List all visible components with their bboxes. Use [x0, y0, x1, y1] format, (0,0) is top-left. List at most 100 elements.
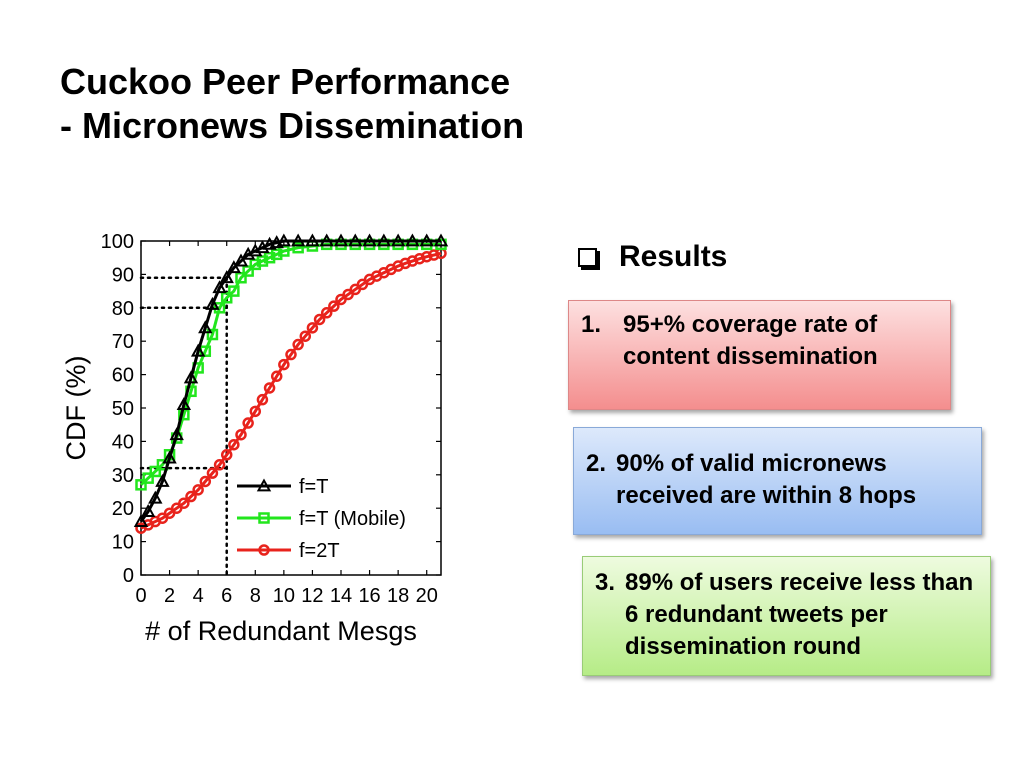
legend-swatch-marker: [258, 512, 270, 524]
result-text: 90% of valid micronews received are with…: [616, 450, 917, 509]
data-point: [233, 253, 249, 267]
data-point: [242, 265, 254, 277]
data-point: [278, 245, 290, 257]
data-point: [390, 233, 406, 247]
data-point: [306, 322, 319, 334]
data-point: [292, 241, 304, 254]
slide-title: Cuckoo Peer Performance - Micronews Diss…: [60, 60, 524, 148]
results-heading-text: Results: [619, 240, 728, 273]
data-point: [199, 475, 212, 488]
legend-swatch-marker: [256, 478, 272, 492]
y-axis-label: CDF (%): [61, 356, 91, 461]
x-axis-label: # of Redundant Mesgs: [145, 616, 417, 646]
data-point: [169, 427, 184, 441]
data-point: [428, 249, 440, 261]
data-point: [242, 417, 254, 429]
series-circle: [135, 247, 447, 534]
data-point: [162, 450, 177, 464]
data-point: [198, 320, 213, 334]
data-point: [420, 250, 433, 263]
x-tick-label: 6: [221, 585, 232, 607]
result-box-3: 3. 89% of users receive less than 6 redu…: [582, 556, 991, 676]
data-point: [376, 233, 392, 247]
x-tick-label: 12: [301, 585, 323, 607]
y-tick-label: 90: [112, 264, 134, 286]
data-point: [190, 343, 206, 357]
y-tick-label: 70: [112, 331, 134, 353]
series-line: [140, 251, 442, 530]
data-point: [212, 280, 227, 294]
x-tick-label: 0: [135, 585, 146, 607]
x-tick-label: 2: [164, 585, 175, 607]
legend-label: f=T: [299, 476, 328, 498]
data-point: [305, 233, 320, 247]
data-point: [419, 233, 434, 247]
data-point: [263, 382, 276, 394]
data-point: [278, 358, 290, 371]
y-tick-label: 0: [123, 565, 134, 587]
results-heading: Results: [578, 240, 727, 274]
data-point: [183, 370, 199, 384]
data-point: [319, 233, 334, 247]
data-point: [220, 449, 233, 461]
y-tick-label: 20: [112, 498, 134, 520]
x-tick-label: 10: [273, 585, 295, 607]
checkbox-bullet-icon: [578, 247, 597, 267]
series-line: [139, 242, 441, 486]
data-point: [292, 338, 304, 351]
data-point: [192, 484, 204, 496]
data-point: [433, 233, 449, 247]
result-text: 89% of users receive less than 6 redunda…: [625, 569, 974, 660]
x-tick-label: 14: [330, 585, 352, 607]
data-point: [413, 252, 426, 265]
data-point: [176, 397, 192, 411]
slide-title-line1: Cuckoo Peer Performance: [60, 61, 511, 102]
y-tick-label: 40: [112, 431, 134, 453]
data-point: [135, 479, 147, 491]
legend-label: f=T (Mobile): [299, 508, 406, 530]
x-tick-label: 16: [358, 585, 380, 607]
data-point: [140, 503, 156, 517]
data-point: [206, 467, 219, 479]
result-box-2: 2. 90% of valid micronews received are w…: [573, 427, 982, 535]
data-point: [299, 330, 312, 342]
result-number: 2.: [586, 450, 607, 477]
result-box-1: 1. 95+% coverage rate of content dissemi…: [568, 300, 951, 410]
data-point: [276, 233, 292, 247]
data-point: [205, 296, 220, 310]
data-point: [235, 271, 247, 284]
data-point: [235, 428, 247, 441]
y-tick-label: 100: [101, 231, 134, 253]
data-point: [285, 348, 297, 361]
data-point: [228, 285, 240, 297]
data-point: [270, 370, 283, 383]
y-tick-label: 80: [112, 298, 134, 320]
x-tick-label: 8: [250, 585, 261, 607]
data-point: [348, 233, 363, 247]
data-point: [133, 514, 149, 527]
data-point: [219, 270, 234, 284]
data-point: [185, 490, 197, 503]
data-point: [226, 260, 242, 274]
slide-title-line2: - Micronews Dissemination: [60, 105, 525, 146]
y-tick-label: 60: [112, 365, 134, 387]
data-point: [220, 292, 233, 304]
legend: f=T f=T (Mobile) f=2T: [237, 476, 406, 562]
x-tick-label: 18: [387, 585, 409, 607]
data-point: [328, 300, 340, 312]
data-point: [149, 465, 162, 478]
x-tick-label: 20: [416, 585, 438, 607]
data-point: [405, 233, 420, 247]
data-point: [249, 405, 262, 418]
result-number: 1.: [581, 311, 602, 338]
y-tick-label: 10: [112, 532, 134, 554]
data-point: [155, 473, 170, 487]
x-tick-label: 4: [193, 585, 204, 607]
series-triangle: [133, 233, 449, 527]
data-point: [178, 497, 190, 509]
data-point: [148, 490, 163, 504]
data-point: [290, 233, 306, 247]
data-point: [228, 438, 240, 451]
y-tick-label: 30: [112, 465, 134, 487]
